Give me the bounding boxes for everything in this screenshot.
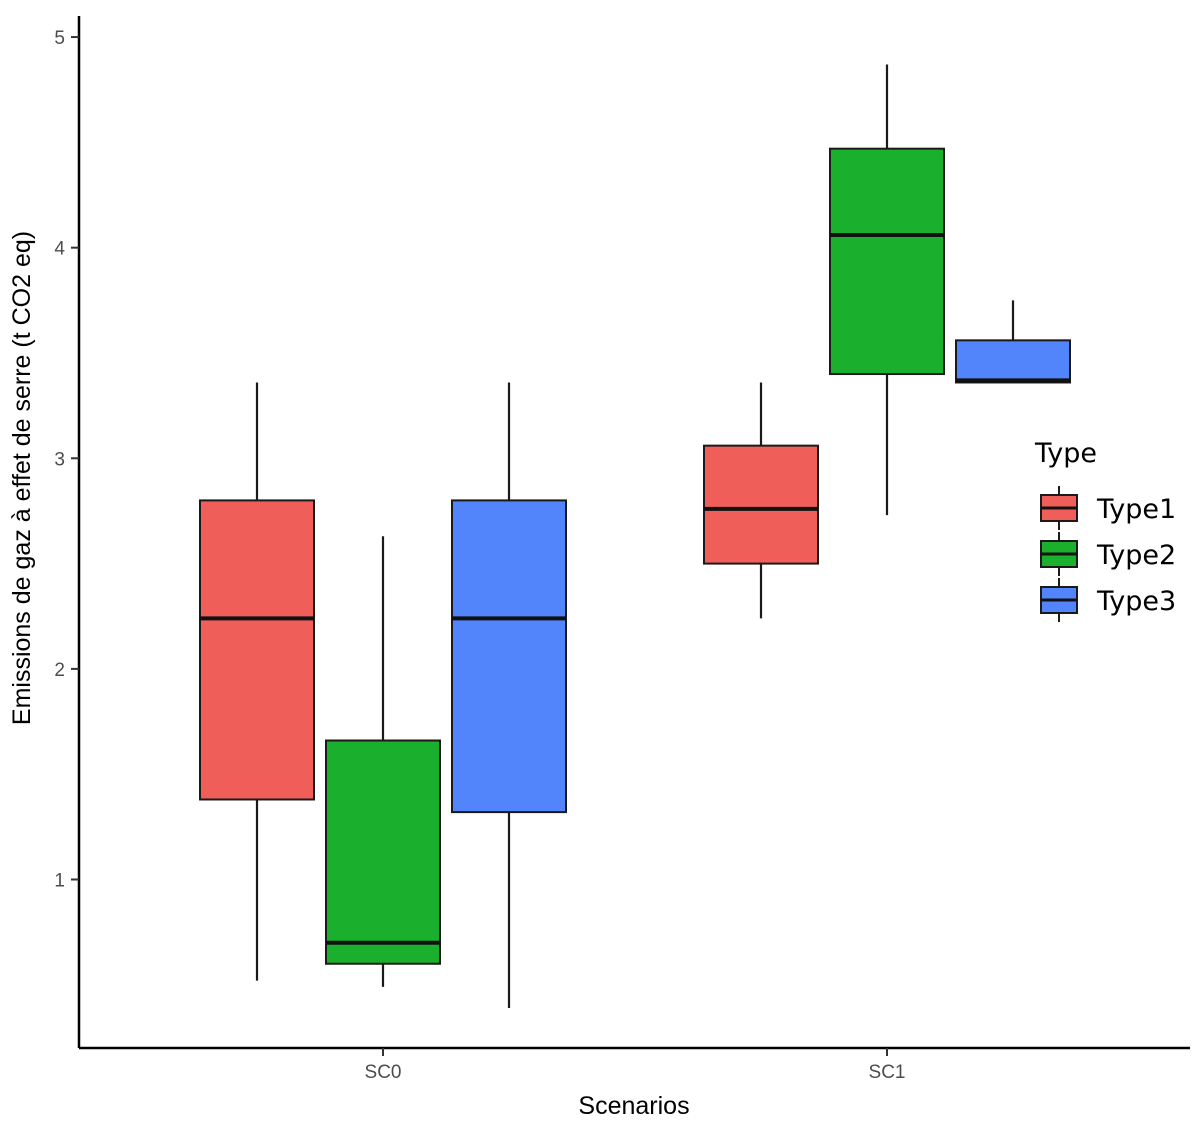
y-tick-label: 3 — [54, 449, 65, 470]
legend-label: Type3 — [1096, 586, 1176, 617]
legend-title: Type — [1034, 438, 1097, 469]
box-body — [955, 339, 1071, 384]
x-tick-label: SC1 — [869, 1062, 906, 1083]
y-ticks: 1 2 3 4 5 — [54, 28, 79, 892]
legend-item-type1: Type1 — [1040, 486, 1176, 530]
axes — [77, 16, 1190, 1050]
box-type1-sc0 — [199, 382, 315, 981]
legend-label: Type2 — [1096, 540, 1176, 571]
x-ticks: SC0 SC1 — [365, 1048, 906, 1083]
box-type3-sc0 — [451, 382, 567, 1008]
box-type2-sc1 — [829, 64, 945, 516]
box-body — [199, 499, 315, 801]
legend-item-type3: Type3 — [1040, 578, 1176, 622]
plot-area — [199, 64, 1071, 1008]
legend: Type Type1 Type2 Type3 — [1034, 438, 1176, 622]
box-body — [325, 739, 441, 965]
y-tick-label: 1 — [54, 871, 65, 892]
legend-label: Type1 — [1096, 494, 1176, 525]
box-body — [703, 444, 819, 565]
x-axis-title: Scenarios — [578, 1092, 689, 1120]
box-type1-sc1 — [703, 382, 819, 619]
box-type2-sc0 — [325, 536, 441, 987]
box-body — [829, 147, 945, 376]
y-tick-label: 5 — [54, 28, 65, 49]
box-type3-sc1 — [955, 300, 1071, 384]
y-tick-label: 4 — [54, 239, 65, 260]
y-tick-label: 2 — [54, 660, 65, 681]
x-tick-label: SC0 — [365, 1062, 402, 1083]
y-axis-title: Emissions de gaz à effet de serre (t CO2… — [8, 231, 36, 725]
legend-item-type2: Type2 — [1040, 532, 1176, 576]
box-body — [451, 499, 567, 814]
